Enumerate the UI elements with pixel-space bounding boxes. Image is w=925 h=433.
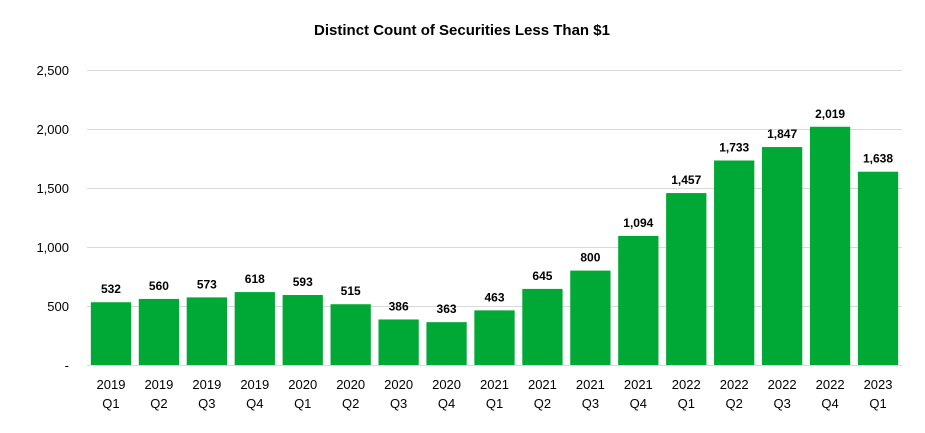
- bar: [618, 235, 659, 365]
- chart-title: Distinct Count of Securities Less Than $…: [314, 22, 610, 39]
- x-tick-year: 2020: [288, 377, 317, 392]
- x-tick-quarter: Q2: [342, 396, 359, 411]
- x-axis-tick-labels: 2019 Q1 2019 Q2 2019 Q3 2019 Q4 2020 Q1 2020 Q2 2020…: [97, 377, 893, 411]
- y-axis-tick-labels: - 500 1,000 1,500 2,000 2,500: [36, 63, 69, 373]
- x-tick-year: 2020: [384, 377, 413, 392]
- data-label: 1,847: [767, 127, 797, 141]
- data-label: 1,094: [623, 216, 653, 230]
- data-label: 1,638: [863, 152, 893, 166]
- bar: [186, 297, 227, 365]
- data-label: 2,019: [815, 107, 845, 121]
- x-tick-year: 2019: [240, 377, 269, 392]
- x-tick-quarter: Q2: [726, 396, 743, 411]
- bar: [138, 298, 180, 365]
- x-tick-year: 2019: [144, 377, 173, 392]
- x-tick-quarter: Q4: [630, 396, 647, 411]
- bar: [714, 160, 755, 365]
- bar: [426, 322, 467, 365]
- bars: [90, 126, 899, 366]
- data-label: 532: [101, 282, 121, 296]
- x-tick-quarter: Q3: [582, 396, 599, 411]
- data-label: 800: [580, 251, 600, 265]
- x-tick-quarter: Q4: [438, 396, 455, 411]
- x-tick-year: 2020: [336, 377, 365, 392]
- bar: [378, 319, 419, 365]
- x-tick-quarter: Q3: [198, 396, 215, 411]
- data-label: 515: [341, 284, 361, 298]
- bar: [234, 292, 275, 365]
- x-tick-quarter: Q1: [486, 396, 503, 411]
- x-tick-year: 2023: [864, 377, 893, 392]
- data-label: 593: [293, 275, 313, 289]
- x-tick-quarter: Q1: [294, 396, 311, 411]
- data-label: 560: [149, 279, 169, 293]
- x-tick-quarter: Q1: [678, 396, 695, 411]
- bar: [857, 171, 899, 365]
- data-label: 363: [437, 302, 457, 316]
- x-tick-quarter: Q3: [390, 396, 407, 411]
- y-tick-label: 500: [47, 299, 69, 314]
- x-tick-year: 2021: [480, 377, 509, 392]
- data-label: 1,733: [719, 141, 749, 155]
- x-tick-year: 2021: [576, 377, 605, 392]
- x-tick-year: 2020: [432, 377, 461, 392]
- y-tick-label: 2,500: [36, 63, 69, 78]
- x-tick-quarter: Q2: [150, 396, 167, 411]
- x-tick-year: 2022: [816, 377, 845, 392]
- x-tick-year: 2021: [528, 377, 557, 392]
- x-tick-year: 2022: [768, 377, 797, 392]
- bar: [330, 304, 371, 365]
- x-tick-quarter: Q4: [246, 396, 263, 411]
- data-label: 645: [532, 269, 552, 283]
- x-tick-quarter: Q3: [773, 396, 790, 411]
- data-label: 573: [197, 277, 217, 291]
- bar: [90, 302, 132, 365]
- bar: [522, 288, 563, 365]
- bar: [570, 270, 611, 365]
- data-labels: 532 560 573 618 593 515 386 363 463 645 800 1,094 1,…: [101, 107, 893, 316]
- y-tick-label: -: [65, 358, 69, 373]
- y-tick-label: 1,000: [36, 240, 69, 255]
- x-tick-quarter: Q1: [869, 396, 886, 411]
- x-tick-quarter: Q4: [821, 396, 838, 411]
- x-tick-year: 2021: [624, 377, 653, 392]
- bar: [282, 295, 323, 365]
- x-tick-year: 2019: [192, 377, 221, 392]
- x-tick-quarter: Q2: [534, 396, 551, 411]
- y-tick-label: 1,500: [36, 181, 69, 196]
- bar: [809, 126, 851, 366]
- y-tick-label: 2,000: [36, 122, 69, 137]
- x-tick-year: 2019: [97, 377, 126, 392]
- x-tick-year: 2022: [720, 377, 749, 392]
- data-label: 386: [389, 299, 409, 313]
- data-label: 1,457: [671, 173, 701, 187]
- data-label: 618: [245, 272, 265, 286]
- data-label: 463: [484, 290, 504, 304]
- bar: [474, 310, 515, 365]
- bar: [666, 193, 707, 365]
- x-tick-quarter: Q1: [102, 396, 119, 411]
- x-tick-year: 2022: [672, 377, 701, 392]
- bar: [762, 147, 803, 365]
